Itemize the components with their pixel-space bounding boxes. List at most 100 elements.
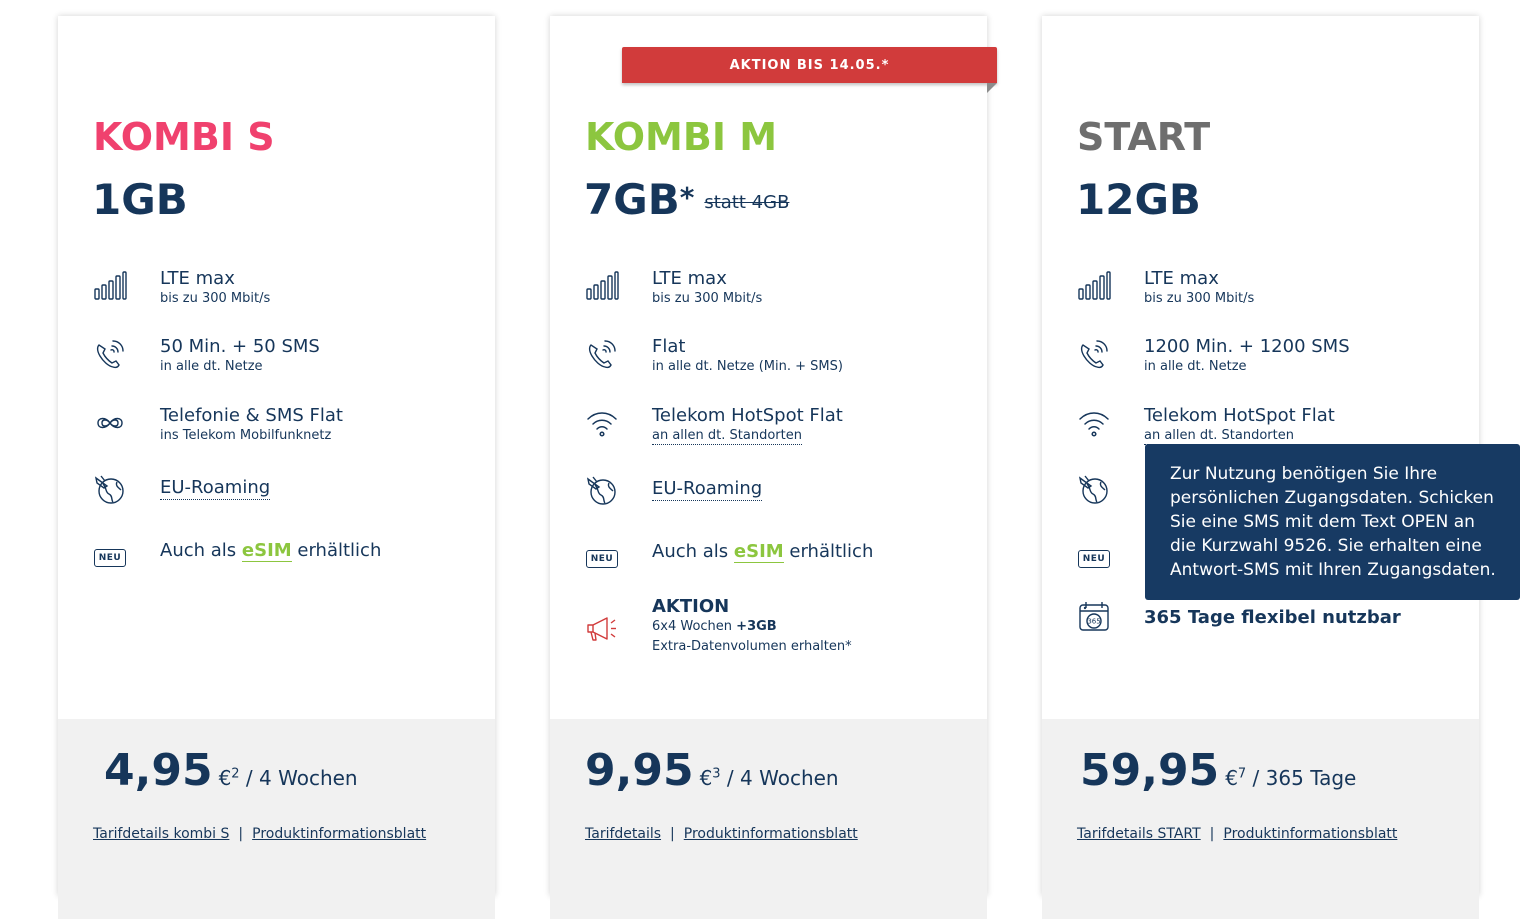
neu-badge: NEU	[94, 549, 126, 567]
tariff-card-kombi-m: AKTION BIS 14.05.* KOMBI M 7GB* statt 4GB…	[550, 16, 997, 919]
feature-hotspot: Telekom HotSpot Flat an allen dt. Stando…	[584, 405, 974, 449]
aktion-bonus: +3GB	[736, 619, 777, 634]
feature-title: Telekom HotSpot Flat	[1144, 405, 1335, 426]
feature-title: LTE max	[652, 268, 727, 289]
feature-minutes: Flat in alle dt. Netze (Min. + SMS)	[584, 336, 974, 380]
feature-lte: LTE max bis zu 300 Mbit/s	[584, 268, 974, 312]
data-asterisk: *	[679, 181, 695, 214]
price-value: 4,95	[104, 745, 213, 796]
promo-ribbon: AKTION BIS 14.05.*	[622, 47, 997, 83]
produktinformationsblatt-link[interactable]: Produktinformationsblatt	[1223, 826, 1398, 842]
tarifdetails-link[interactable]: Tarifdetails	[585, 826, 662, 842]
feature-subtitle: ins Telekom Mobilfunknetz	[160, 428, 332, 443]
plan-data-volume: 7GB* statt 4GB	[584, 175, 790, 224]
price-value: 59,95	[1080, 745, 1220, 796]
esim-pre: Auch als	[160, 540, 242, 561]
eu-roaming-link[interactable]: EU-Roaming	[652, 478, 763, 501]
tarifdetails-link[interactable]: Tarifdetails START	[1077, 826, 1201, 842]
price-area: 59,95 €7 / 365 Tage Tarifdetails START | Pr…	[1042, 719, 1479, 919]
price-area: 9,95 €3 / 4 Wochen Tarifdetails | Produktin…	[550, 719, 987, 919]
plan-data-volume: 1GB	[92, 175, 188, 224]
aktion-title: AKTION	[652, 596, 730, 617]
feature-title: LTE max	[160, 268, 235, 289]
feature-flexible: 365 365 Tage flexibel nutzbar	[1076, 598, 1466, 642]
feature-title: 50 Min. + 50 SMS	[160, 336, 320, 357]
tarifdetails-link[interactable]: Tarifdetails kombi S	[93, 826, 230, 842]
feature-aktion: AKTION 6x4 Wochen +3GB Extra-Datenvolume…	[584, 596, 974, 666]
wifi-icon	[584, 405, 620, 441]
feature-title: Telefonie & SMS Flat	[160, 405, 343, 426]
feature-esim: NEU	[1076, 541, 1466, 585]
tariff-card-kombi-s: KOMBI S 1GB LTE max bis zu 300 Mbit/s 50…	[58, 16, 495, 919]
plan-name: KOMBI S	[93, 115, 275, 159]
card-links: Tarifdetails START | Produktinformationsbl…	[1077, 826, 1397, 842]
aktion-sub1: 6x4 Wochen +3GB	[652, 619, 777, 634]
feature-title: 1200 Min. + 1200 SMS	[1144, 336, 1350, 357]
feature-title: Telekom HotSpot Flat	[652, 405, 843, 426]
feature-title: Flat	[652, 336, 686, 357]
esim-post: erhältlich	[783, 541, 874, 562]
feature-lte: LTE max bis zu 300 Mbit/s	[92, 268, 482, 312]
price-currency: €	[218, 766, 232, 790]
feature-subtitle: in alle dt. Netze (Min. + SMS)	[652, 359, 843, 374]
price-period: / 365 Tage	[1246, 766, 1357, 790]
feature-title: LTE max	[1144, 268, 1219, 289]
price-currency: €	[699, 766, 713, 790]
price: 59,95 €7 / 365 Tage	[1080, 745, 1356, 804]
price-area: 4,95 €2 / 4 Wochen Tarifdetails kombi S | P…	[58, 719, 495, 919]
globe-plane-icon	[584, 472, 620, 508]
neu-badge: NEU	[586, 550, 618, 568]
price: 9,95 €3 / 4 Wochen	[585, 745, 839, 804]
hotspot-info-trigger[interactable]: an allen dt. Standorten	[1144, 428, 1294, 445]
signal-bars-icon	[1076, 268, 1112, 304]
esim-pre: Auch als	[652, 541, 734, 562]
feature-roaming: EU-Roaming	[92, 471, 482, 515]
feature-lte: LTE max bis zu 300 Mbit/s	[1076, 268, 1466, 312]
plan-data-volume: 12GB	[1076, 175, 1201, 224]
price-value: 9,95	[585, 745, 694, 796]
calendar-365-icon: 365	[1076, 598, 1112, 634]
feature-esim: NEU Auch als eSIM erhältlich	[92, 540, 482, 584]
esim-post: erhältlich	[291, 540, 382, 561]
feature-minutes: 1200 Min. + 1200 SMS in alle dt. Netze	[1076, 336, 1466, 380]
neu-badge-icon: NEU	[92, 540, 128, 576]
phone-call-icon	[1076, 336, 1112, 372]
feature-subtitle: bis zu 300 Mbit/s	[1144, 291, 1255, 306]
esim-link[interactable]: eSIM	[733, 541, 784, 563]
plan-name: KOMBI M	[585, 115, 778, 159]
hotspot-tooltip: Zur Nutzung benötigen Sie Ihre persönlic…	[1145, 444, 1520, 600]
ribbon-fold	[987, 83, 997, 93]
phone-call-icon	[92, 336, 128, 372]
produktinformationsblatt-link[interactable]: Produktinformationsblatt	[683, 826, 858, 842]
globe-plane-icon	[1076, 471, 1112, 507]
feature-title: 365 Tage flexibel nutzbar	[1144, 607, 1401, 628]
feature-subtitle: bis zu 300 Mbit/s	[652, 291, 763, 306]
feature-flat: Telefonie & SMS Flat ins Telekom Mobilfu…	[92, 405, 482, 449]
wifi-icon	[1076, 405, 1112, 441]
neu-badge-icon: NEU	[1076, 541, 1112, 577]
globe-plane-icon	[92, 471, 128, 507]
eu-roaming-link[interactable]: EU-Roaming	[160, 477, 271, 500]
signal-bars-icon	[92, 268, 128, 304]
price-currency: €	[1225, 766, 1238, 790]
link-separator: |	[238, 826, 244, 842]
old-data-volume: statt 4GB	[704, 191, 790, 213]
feature-subtitle: in alle dt. Netze	[1144, 359, 1247, 374]
aktion-sub2: Extra-Datenvolumen erhalten*	[652, 639, 852, 654]
feature-minutes: 50 Min. + 50 SMS in alle dt. Netze	[92, 336, 482, 380]
price-footnote: 2	[231, 766, 240, 782]
price-period: / 4 Wochen	[720, 766, 839, 790]
megaphone-icon	[584, 610, 620, 646]
price-period: / 4 Wochen	[239, 766, 358, 790]
feature-esim: NEU Auch als eSIM erhältlich	[584, 541, 974, 585]
feature-roaming: EU-Roaming	[584, 472, 974, 516]
hotspot-info-trigger[interactable]: an allen dt. Standorten	[652, 428, 802, 445]
esim-link[interactable]: eSIM	[241, 540, 292, 562]
link-separator: |	[670, 826, 675, 842]
produktinformationsblatt-link[interactable]: Produktinformationsblatt	[252, 826, 427, 842]
feature-subtitle: bis zu 300 Mbit/s	[160, 291, 271, 306]
price: 4,95 €2 / 4 Wochen	[104, 745, 358, 804]
phone-call-icon	[584, 336, 620, 372]
card-links: Tarifdetails kombi S | Produktinformations…	[93, 826, 426, 842]
signal-bars-icon	[584, 268, 620, 304]
